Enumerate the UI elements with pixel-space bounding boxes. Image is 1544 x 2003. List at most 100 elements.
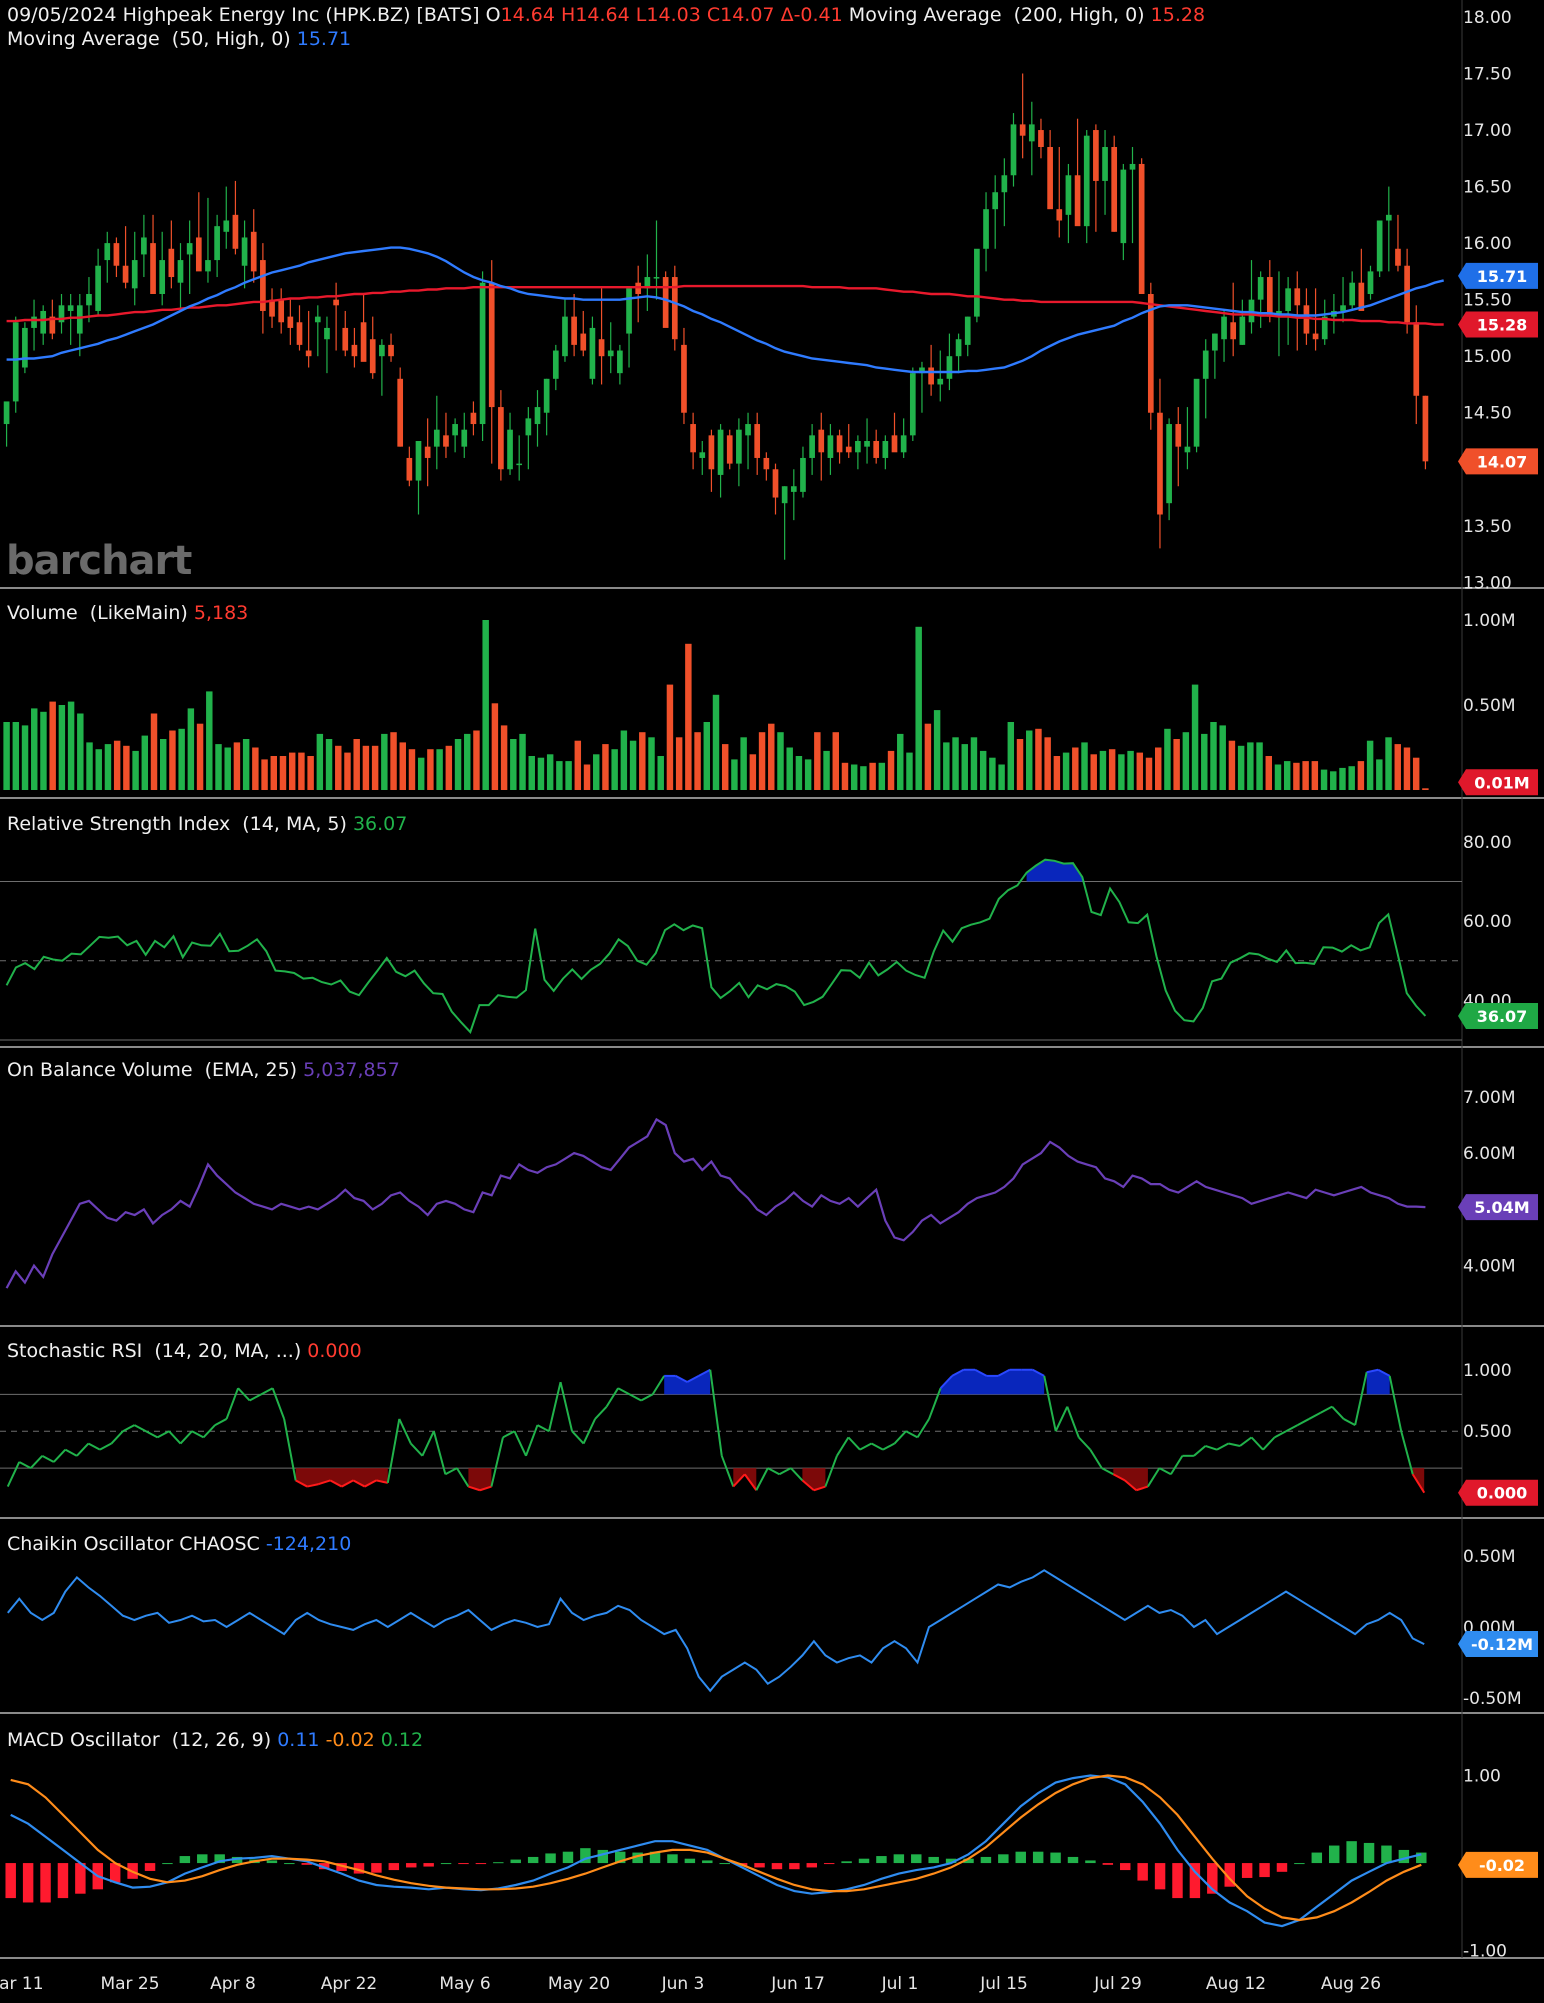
stoch-line-segment [1112,1473,1126,1482]
stoch-line-segment [893,1430,907,1445]
candle-body [1257,277,1264,300]
stoch-line-segment [444,1467,458,1476]
rsi-label: Relative Strength Index (14, MA, 5) [7,813,347,835]
macd-histogram-bar [22,1863,34,1903]
macd-histogram-bar [1276,1863,1288,1872]
chaikin-badge: -0.12M [1458,1631,1538,1658]
svg-text:15.28: 15.28 [1477,316,1528,335]
macd-histogram-bar [1032,1851,1044,1864]
candle-body [1120,169,1127,244]
stoch-line-segment [928,1387,942,1420]
volume-bar [1026,730,1033,790]
volume-bar [95,749,102,790]
volume-bar [1108,749,1116,790]
date-tick-label: Jun 17 [770,1974,825,1994]
stoch-line-segment [675,1375,688,1383]
volume-bar [593,754,600,790]
volume-bar [1053,756,1061,790]
macd-histogram-bar [1207,1863,1218,1894]
stoch-line-segment [1193,1445,1207,1457]
volume-header: Volume (LikeMain) 5,183 [7,601,248,625]
volume-bar [556,761,563,790]
volume-bar [565,761,572,790]
stoch-line-segment [283,1418,297,1481]
time-axis: Mar 11 Mar 25 Apr 8 Apr 22 May 6 May 20 Jun 3 J… [0,1974,1381,1994]
stoch-line-segment [99,1442,112,1451]
stoch-line-segment [709,1369,723,1456]
candle-body [836,435,843,453]
stoch-oversold-fill [733,1468,757,1491]
volume-bar [786,747,793,790]
volume-bar [998,764,1005,790]
volume-bar [933,710,941,790]
stoch-line-segment [698,1368,711,1377]
candle-body [1230,322,1237,340]
macd-histogram-bar [406,1863,417,1868]
volume-bar [961,744,968,790]
volume-bar [897,733,904,790]
stoch-line-segment [1089,1449,1103,1469]
volume-bar [1422,788,1429,790]
low-value: 14.03 [646,4,701,26]
candle-body [955,339,962,357]
candle-body [269,299,275,317]
stoch-line-segment [813,1485,826,1492]
candle-body [388,344,394,357]
macd-histogram-bar [388,1863,400,1871]
candle-body [1312,333,1319,340]
volume-bar [1412,757,1420,790]
stoch-oversold-fill [295,1468,388,1487]
candle-body [260,260,266,311]
candle-body [1340,305,1346,311]
candle-body [552,350,559,379]
stoch-line-segment [743,1473,758,1491]
high-value: 14.64 [575,4,630,26]
candle-body [937,378,944,385]
volume-bar [77,713,84,790]
macd-histogram-bar [928,1856,939,1864]
quote-date: 09/05/2024 [7,4,117,26]
stoch-line-segment [594,1405,608,1420]
candle-body [699,452,706,458]
volume-bar [823,750,830,790]
ma50-label: Moving Average (50, High, 0) [7,28,291,50]
macd-histogram-value: 0.12 [380,1729,424,1751]
volume-bar [1357,761,1365,790]
stoch-line-segment [513,1430,527,1457]
macd-histogram-bar [475,1863,487,1865]
stoch-line-segment [1262,1436,1276,1451]
stoch-line-segment [341,1479,354,1488]
candle-body [360,322,367,362]
stoch-line-segment [755,1467,769,1491]
macd-histogram-bar [214,1854,225,1864]
stoch-tick-label: 1.000 [1463,1361,1512,1381]
panel-frames [0,0,1544,1959]
candle-body [1285,288,1291,311]
stoch-line-segment [1285,1424,1299,1433]
candle-body [964,316,971,345]
stoch-line-segment [1366,1368,1379,1374]
macd-histogram-bar [510,1859,521,1864]
macd-histogram-bar [823,1863,835,1865]
candle-body [671,277,678,340]
volume-bar [371,745,379,790]
candle-body [662,277,669,328]
candle-body [232,214,239,249]
candle-body [379,344,385,357]
volume-bar [666,684,674,790]
volume-bar [1237,745,1245,790]
macd-histogram-bar [284,1863,295,1865]
candle-body [1019,124,1026,136]
macd-histogram-bar [40,1863,51,1903]
candle-body [1138,163,1145,294]
candle-body [479,282,486,425]
candle-body [314,316,321,323]
stoch-line-segment [1054,1406,1069,1432]
volume-bar [768,723,775,790]
candle-body [946,356,953,379]
candle-body [1047,147,1053,210]
volume-bar [242,739,250,790]
price-header-line-2: Moving Average (50, High, 0) 15.71 [7,27,351,51]
stoch-line-segment [432,1430,447,1475]
